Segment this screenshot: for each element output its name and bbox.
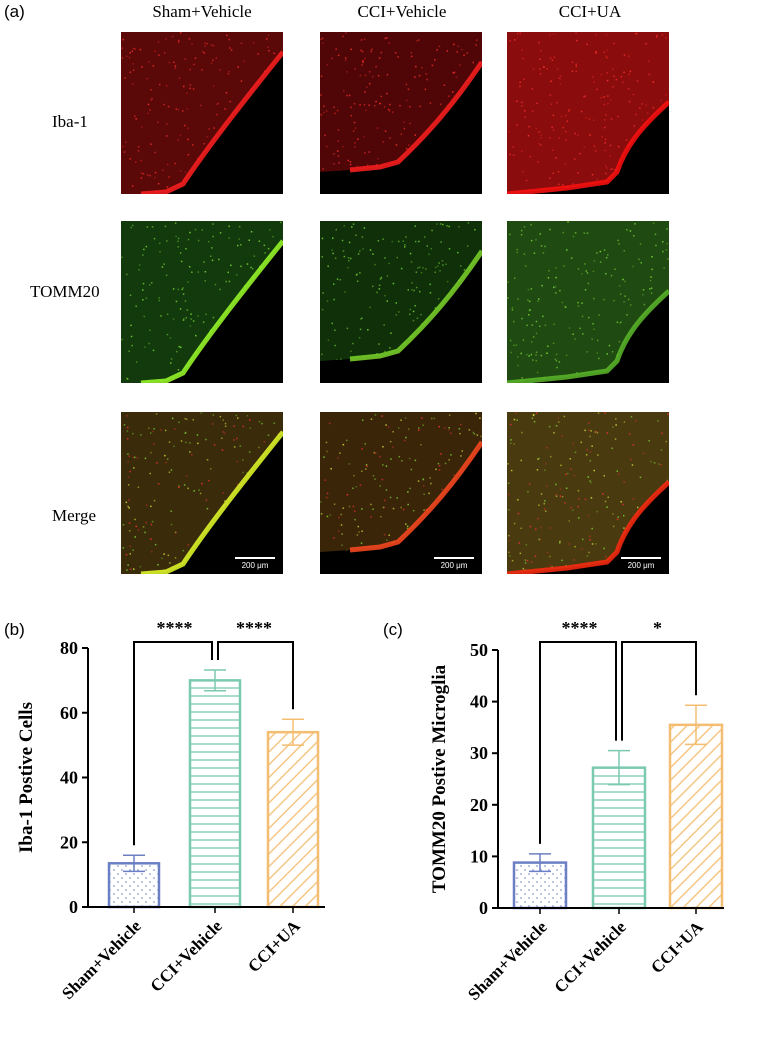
micrograph-iba1-cci-vehicle xyxy=(320,32,482,194)
category-label-3: CCI+UA xyxy=(647,917,707,977)
scale-bar: 200 μm xyxy=(434,557,474,570)
column-header-sham-vehicle: Sham+Vehicle xyxy=(152,2,252,21)
y-tick-label-20: 20 xyxy=(470,795,488,815)
y-tick-label-50: 50 xyxy=(470,640,488,660)
category-label-2: CCI+Vehicle xyxy=(551,917,631,997)
significance-label-1: **** xyxy=(157,618,193,638)
micrograph-merge-sham-vehicle: 200 μm xyxy=(121,412,283,574)
significance-label-1: **** xyxy=(562,618,598,638)
y-tick-label-10: 10 xyxy=(470,846,488,866)
significance-bracket-1 xyxy=(539,641,617,844)
row-label-tomm20: TOMM20 xyxy=(30,282,100,301)
significance-label-2: **** xyxy=(236,618,272,638)
scale-bar-label: 200 μm xyxy=(627,561,655,570)
micrograph-tomm20-cci-ua xyxy=(507,221,669,383)
chart-tomm20-positive-microglia: Sham+Vehicle CCI+Vehicle CCI+UA 0 10 20 30 40 50… xyxy=(429,618,724,1004)
category-label-1: Sham+Vehicle xyxy=(464,917,551,1004)
category-label-2: CCI+Vehicle xyxy=(147,916,227,996)
bar-2 xyxy=(591,766,647,910)
y-tick-label-80: 80 xyxy=(60,638,78,658)
scale-bar-label: 200 μm xyxy=(440,561,468,570)
y-axis-label: Iba-1 Postive Cells xyxy=(16,702,37,853)
chart-iba1-positive-cells: Sham+Vehicle CCI+Vehicle CCI+UA 0 20 40 60 80 Ib… xyxy=(16,618,325,1003)
y-tick-label-20: 20 xyxy=(60,832,78,852)
y-tick-label-30: 30 xyxy=(470,743,488,763)
micrograph-tomm20-sham-vehicle xyxy=(121,221,283,383)
significance-bracket-2 xyxy=(217,641,294,710)
panel-a-letter: (a) xyxy=(4,2,25,21)
column-header-cci-vehicle: CCI+Vehicle xyxy=(357,2,447,21)
significance-bracket-2 xyxy=(621,641,697,741)
y-tick-label-0: 0 xyxy=(479,898,488,918)
significance-label-2: * xyxy=(653,618,662,638)
row-label-merge: Merge xyxy=(52,506,97,525)
bar-3 xyxy=(668,723,724,910)
column-header-cci-ua: CCI+UA xyxy=(558,2,622,21)
y-axis-label: TOMM20 Postive Microglia xyxy=(429,664,450,893)
micrograph-iba1-cci-ua xyxy=(507,32,669,194)
y-tick-label-40: 40 xyxy=(470,692,488,712)
row-label-iba1: Iba-1 xyxy=(52,112,88,131)
micrograph-tomm20-cci-vehicle xyxy=(320,221,482,383)
micrograph-iba1-sham-vehicle xyxy=(121,32,283,194)
bar-3 xyxy=(266,730,320,909)
y-tick-label-60: 60 xyxy=(60,703,78,723)
y-tick-label-40: 40 xyxy=(60,768,78,788)
panel-c-letter: (c) xyxy=(383,620,403,639)
y-tick-label-0: 0 xyxy=(69,897,78,917)
scale-bar-label: 200 μm xyxy=(241,561,269,570)
category-label-1: Sham+Vehicle xyxy=(58,916,145,1003)
category-label-3: CCI+UA xyxy=(244,916,304,976)
micrograph-merge-cci-vehicle: 200 μm xyxy=(320,412,482,574)
scale-bar: 200 μm xyxy=(621,557,661,570)
panel-b-letter: (b) xyxy=(4,620,25,639)
micrograph-merge-cci-ua: 200 μm xyxy=(507,412,669,574)
significance-bracket-1 xyxy=(133,641,213,846)
scale-bar: 200 μm xyxy=(235,557,275,570)
bar-2 xyxy=(188,679,242,909)
